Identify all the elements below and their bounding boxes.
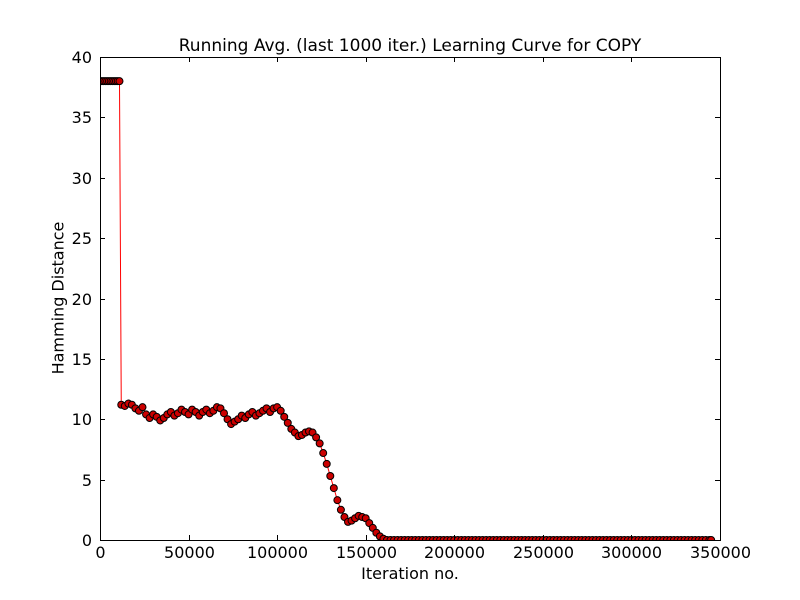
series-marker: [220, 409, 228, 418]
x-tick-label: 250000: [513, 543, 574, 562]
x-axis-label: Iteration no.: [361, 564, 459, 583]
series-marker: [315, 439, 324, 448]
y-tick-label: 40: [72, 48, 92, 67]
series-marker: [138, 403, 147, 412]
x-tick-label: 300000: [601, 543, 662, 562]
series-marker: [276, 406, 285, 415]
y-tick-label: 5: [82, 471, 92, 490]
x-tick-label: 0: [95, 543, 105, 562]
series-marker: [322, 459, 331, 468]
x-tick-label: 150000: [336, 543, 397, 562]
series-marker: [283, 418, 292, 427]
series-marker: [115, 77, 124, 86]
series-marker: [319, 449, 328, 458]
series-marker: [707, 536, 716, 540]
x-tick-label: 350000: [690, 543, 751, 562]
y-tick-label: 20: [72, 290, 92, 309]
x-tick-label: 100000: [247, 543, 308, 562]
chart-title: Running Avg. (last 1000 iter.) Learning …: [178, 36, 642, 56]
series-marker: [333, 496, 342, 505]
series-marker: [329, 484, 338, 493]
series-marker: [336, 505, 345, 514]
data-series-group: [100, 77, 716, 540]
series-marker: [326, 472, 335, 480]
y-tick-label: 25: [72, 229, 92, 248]
y-tick-label: 35: [72, 108, 92, 127]
series-line: [100, 80, 712, 540]
y-tick-label: 30: [72, 169, 92, 188]
x-tick-label: 200000: [424, 543, 485, 562]
y-tick-label: 10: [72, 410, 92, 429]
series-marker: [280, 412, 289, 421]
axes-frame: [100, 57, 721, 541]
series-marker: [312, 433, 321, 442]
x-tick-label: 50000: [164, 543, 215, 562]
y-tick-label: 0: [82, 531, 92, 550]
y-tick-label: 15: [72, 350, 92, 369]
